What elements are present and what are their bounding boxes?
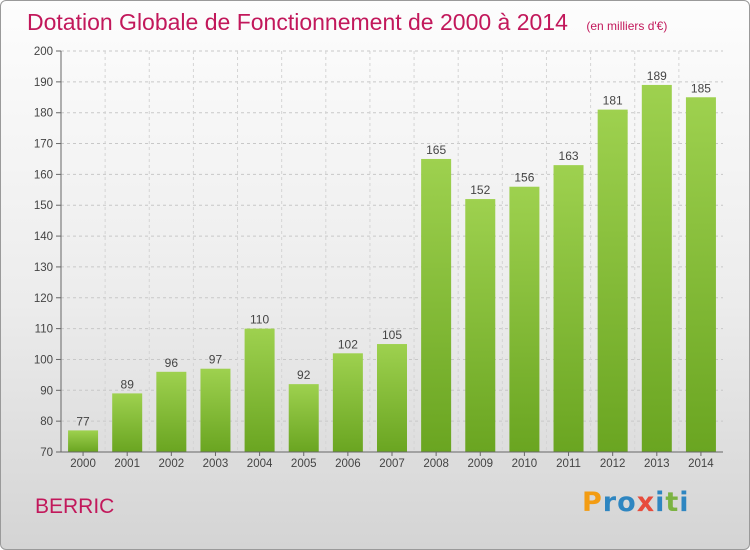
commune-name: BERRIC: [35, 495, 115, 518]
proxiti-logo: Proxiti: [582, 487, 690, 518]
bar-value-label: 105: [382, 328, 402, 342]
bar-value-label: 181: [603, 94, 623, 108]
bar-value-label: 89: [121, 377, 135, 391]
logo-letter: i: [679, 487, 690, 518]
logo-letter: t: [665, 487, 680, 518]
x-tick-label: 2007: [379, 458, 405, 470]
y-tick-label: 200: [34, 46, 53, 58]
bar: [244, 328, 275, 452]
bar-value-label: 92: [297, 368, 311, 382]
x-tick-label: 2009: [467, 458, 493, 470]
logo-letter: i: [655, 487, 666, 518]
bar-layer: [68, 84, 716, 453]
y-tick-label: 190: [34, 77, 53, 89]
axis-layer: 7080901001101201301401501601701801902002…: [34, 46, 723, 470]
logo-letter: o: [617, 487, 637, 518]
bar: [685, 97, 716, 453]
x-tick-label: 2000: [70, 458, 96, 470]
bar: [597, 109, 628, 452]
logo-letter: P: [582, 487, 603, 518]
x-tick-label: 2004: [247, 458, 273, 470]
bar: [421, 158, 452, 452]
y-tick-label: 170: [34, 139, 53, 151]
y-tick-label: 140: [34, 231, 53, 243]
bar-value-label: 96: [165, 356, 179, 370]
y-tick-label: 70: [40, 447, 53, 459]
title-block: Dotation Globale de Fonctionnement de 20…: [27, 9, 667, 36]
bar-value-label: 102: [338, 337, 358, 351]
bar: [553, 165, 584, 452]
logo-letter: x: [636, 487, 656, 518]
y-tick-label: 110: [35, 324, 53, 336]
y-tick-label: 160: [34, 169, 53, 181]
x-tick-label: 2010: [512, 458, 538, 470]
bar: [509, 186, 540, 452]
y-tick-label: 100: [34, 354, 53, 366]
x-tick-label: 2014: [688, 458, 714, 470]
x-tick-label: 2013: [644, 458, 670, 470]
y-tick-label: 120: [34, 293, 53, 305]
bar-value-label: 163: [559, 149, 579, 163]
bar: [288, 384, 319, 452]
x-tick-label: 2008: [423, 458, 449, 470]
y-tick-label: 90: [40, 385, 53, 397]
bar-value-label: 110: [250, 313, 269, 327]
y-tick-label: 130: [34, 262, 53, 274]
chart-subtitle: (en milliers d'€): [586, 19, 668, 33]
x-tick-label: 2011: [556, 458, 581, 470]
x-tick-label: 2012: [600, 458, 626, 470]
logo-letter: r: [602, 487, 618, 518]
bar: [465, 199, 496, 452]
x-tick-label: 2005: [291, 458, 317, 470]
y-tick-label: 150: [34, 200, 53, 212]
bar-value-label: 189: [647, 69, 667, 83]
y-tick-label: 180: [34, 108, 53, 120]
bar: [112, 393, 143, 452]
bar-value-label: 165: [426, 143, 446, 157]
chart-title: Dotation Globale de Fonctionnement de 20…: [27, 9, 568, 35]
bar-value-label: 77: [76, 414, 90, 428]
bar: [641, 84, 672, 452]
x-tick-label: 2006: [335, 458, 361, 470]
bar: [200, 368, 231, 452]
x-tick-label: 2002: [159, 458, 185, 470]
x-tick-label: 2003: [203, 458, 229, 470]
bar-value-label: 185: [691, 81, 711, 95]
bar-value-label: 97: [209, 353, 223, 367]
bar: [332, 353, 363, 452]
bar-value-label: 156: [514, 171, 534, 185]
bar: [377, 344, 407, 452]
x-tick-label: 2001: [114, 458, 140, 470]
label-layer: 77 89 96 97 110 92 102 105 165 152 156 163 181 189 185: [76, 69, 711, 428]
y-tick-label: 80: [40, 416, 53, 428]
bar: [68, 430, 99, 452]
bar: [156, 371, 187, 452]
bar-value-label: 152: [470, 183, 490, 197]
